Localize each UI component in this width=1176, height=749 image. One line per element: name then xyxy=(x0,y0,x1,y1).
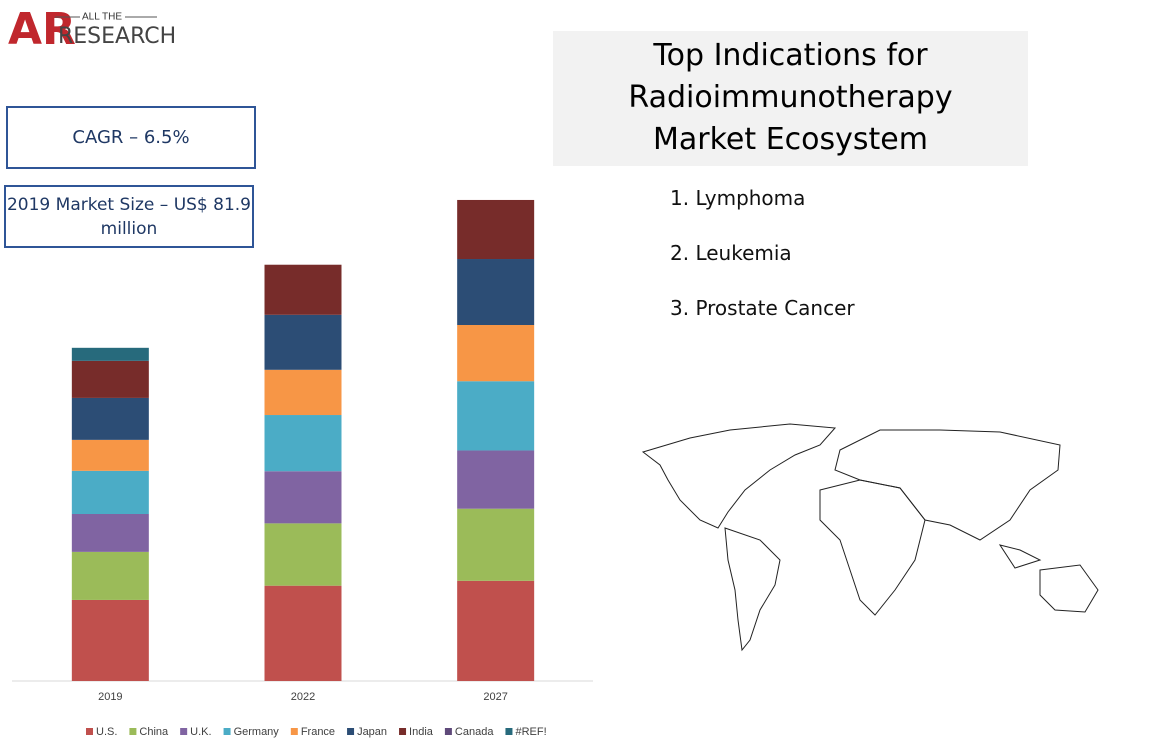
legend-swatch xyxy=(129,728,137,735)
legend-label: Germany xyxy=(234,726,280,738)
cagr-box: CAGR – 6.5% xyxy=(6,106,256,169)
bar-segment xyxy=(71,599,149,681)
legend-label: Japan xyxy=(357,726,387,738)
bar-segment xyxy=(264,314,342,370)
bar-segment xyxy=(71,360,149,398)
bar-segment xyxy=(264,585,342,681)
bar-segment xyxy=(71,551,149,600)
bar-segment xyxy=(457,450,535,509)
bar-segment xyxy=(71,439,149,471)
legend-label: India xyxy=(409,726,434,738)
legend-label: U.K. xyxy=(190,726,211,738)
legend-swatch xyxy=(505,728,513,735)
bar-segment xyxy=(71,470,149,514)
legend-label: France xyxy=(301,726,335,738)
x-tick-label: 2022 xyxy=(291,691,315,703)
logo-main: RESEARCH xyxy=(58,24,176,49)
legend-swatch xyxy=(86,728,93,735)
bar-segment xyxy=(264,523,342,586)
legend-swatch xyxy=(347,728,355,735)
indication: 1. Lymphoma xyxy=(670,186,806,210)
logo-top: ALL THE xyxy=(82,12,122,23)
bar-segment xyxy=(71,347,149,361)
legend-label: China xyxy=(139,726,169,738)
bar-segment xyxy=(264,471,342,524)
world-map xyxy=(641,423,1099,652)
bar-segment xyxy=(264,415,342,472)
legend-swatch xyxy=(290,728,298,735)
legend-label: #REF! xyxy=(515,726,546,738)
x-tick-label: 2027 xyxy=(483,691,507,703)
bar-segment xyxy=(457,508,535,581)
bar-segment xyxy=(457,325,535,382)
legend-swatch xyxy=(444,728,452,735)
bar-segment xyxy=(457,381,535,451)
legend-swatch xyxy=(180,728,188,735)
legend-label: U.S. xyxy=(96,726,117,738)
bar-segment xyxy=(457,580,535,681)
indication: 3. Prostate Cancer xyxy=(670,296,855,320)
market-size-box: 2019 Market Size – US$ 81.9 million xyxy=(4,185,254,248)
bar-segment xyxy=(457,259,535,326)
bar-segment xyxy=(71,514,149,552)
bar-segment xyxy=(457,199,535,260)
legend-swatch xyxy=(223,728,231,735)
indication: 2. Leukemia xyxy=(670,241,792,265)
bar-segment xyxy=(264,264,342,315)
bar-segment xyxy=(71,397,149,440)
legend-swatch xyxy=(399,728,407,735)
x-tick-label: 2019 xyxy=(98,691,122,703)
legend-label: Canada xyxy=(455,726,494,738)
bar-segment xyxy=(264,369,342,416)
title-box: Top Indications for Radioimmunotherapy M… xyxy=(553,31,1028,166)
logo-mark: AR xyxy=(8,4,76,55)
